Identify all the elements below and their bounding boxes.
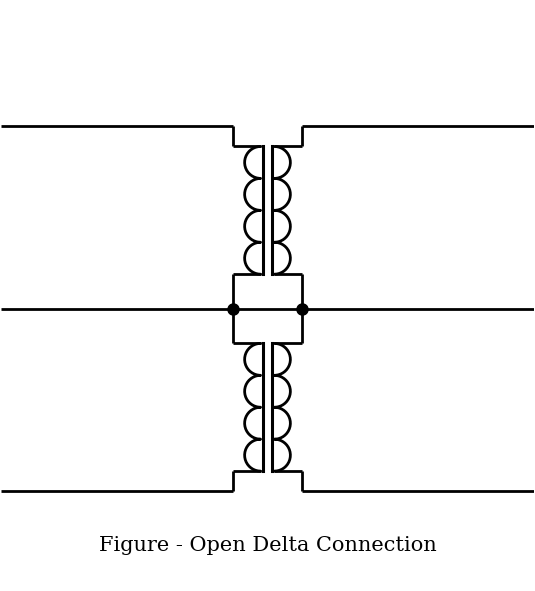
Text: Figure - Open Delta Connection: Figure - Open Delta Connection — [98, 536, 437, 555]
